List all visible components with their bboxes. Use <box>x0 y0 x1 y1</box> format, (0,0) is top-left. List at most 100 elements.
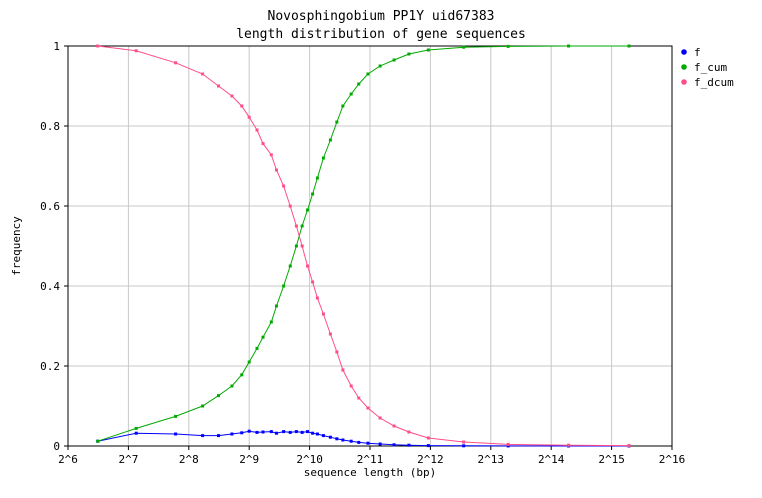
data-point-f <box>366 441 370 445</box>
data-point-f-dcum <box>217 84 221 88</box>
x-axis-label: sequence length (bp) <box>304 466 436 479</box>
grid-lines <box>68 46 672 446</box>
data-point-f-dcum <box>240 104 244 108</box>
legend-item-f-dcum: f_dcum <box>681 76 734 89</box>
data-point-f-cum <box>201 404 205 408</box>
data-point-f-cum <box>567 44 571 48</box>
data-point-f <box>247 429 251 433</box>
data-point-f <box>426 444 430 448</box>
y-tick-label: 0.4 <box>40 280 60 293</box>
data-point-f <box>407 443 411 447</box>
data-point-f <box>306 430 310 434</box>
x-tick-label: 2^16 <box>659 453 686 466</box>
data-point-f-dcum <box>96 44 100 48</box>
data-point-f-cum <box>335 120 339 124</box>
data-point-f-dcum <box>255 128 259 132</box>
legend-marker-f-cum <box>681 64 687 70</box>
data-point-f-dcum <box>627 444 631 448</box>
y-tick-label: 0 <box>53 440 60 453</box>
data-point-f-dcum <box>282 184 286 188</box>
data-point-f-cum <box>288 264 292 268</box>
x-tick-label: 2^14 <box>538 453 565 466</box>
data-point-f-cum <box>274 304 278 308</box>
data-point-f <box>288 430 292 434</box>
data-point-f-dcum <box>201 72 205 76</box>
data-point-f-dcum <box>294 224 298 228</box>
data-point-f-cum <box>294 244 298 248</box>
data-point-f-cum <box>96 439 100 443</box>
data-point-f <box>506 444 510 448</box>
data-point-f-dcum <box>311 280 315 284</box>
data-point-f <box>357 440 361 444</box>
data-point-f-dcum <box>300 244 304 248</box>
data-point-f <box>392 443 396 447</box>
data-point-f-cum <box>315 176 319 180</box>
data-point-f <box>282 430 286 434</box>
data-point-f-dcum <box>335 350 339 354</box>
x-tick-label: 2^11 <box>357 453 384 466</box>
data-point-f-cum <box>230 384 234 388</box>
data-point-f <box>174 432 178 436</box>
data-point-f-dcum <box>341 368 345 372</box>
x-tick-label: 2^10 <box>296 453 323 466</box>
data-point-f-cum <box>300 224 304 228</box>
y-tick-label: 0.6 <box>40 200 60 213</box>
data-point-f-dcum <box>134 49 138 53</box>
data-point-f-cum <box>311 192 315 196</box>
data-point-f-cum <box>282 284 286 288</box>
chart-subtitle: length distribution of gene sequences <box>236 27 526 42</box>
data-point-f-dcum <box>378 416 382 420</box>
data-point-f-dcum <box>230 94 234 98</box>
data-point-f <box>255 430 259 434</box>
y-axis-label: frequency <box>10 216 23 276</box>
legend: f f_cum f_dcum <box>681 46 734 89</box>
data-point-f-dcum <box>174 61 178 65</box>
data-point-f-cum <box>321 156 325 160</box>
x-tick-label: 2^7 <box>118 453 138 466</box>
data-point-f <box>341 438 345 442</box>
series-f <box>96 429 631 448</box>
x-tick-label: 2^6 <box>58 453 78 466</box>
data-point-f-cum <box>134 426 138 430</box>
series-f-dcum <box>96 44 631 448</box>
data-point-f <box>462 444 466 448</box>
data-point-f-dcum <box>261 142 265 146</box>
data-point-f-cum <box>357 82 361 86</box>
data-point-f-cum <box>240 373 244 377</box>
data-point-f-dcum <box>506 442 510 446</box>
data-point-f <box>335 437 339 441</box>
data-point-f <box>240 431 244 435</box>
data-point-f-dcum <box>274 168 278 172</box>
x-tick-label: 2^13 <box>478 453 505 466</box>
data-point-f <box>321 434 325 438</box>
data-point-f-dcum <box>247 115 251 119</box>
data-point-f-cum <box>392 58 396 62</box>
y-tick-label: 0.2 <box>40 360 60 373</box>
y-tick-label: 0.8 <box>40 120 60 133</box>
data-point-f <box>300 430 304 434</box>
data-point-f <box>230 432 234 436</box>
series-f-cum <box>96 44 631 443</box>
data-point-f <box>134 431 138 435</box>
data-point-f-cum <box>426 48 430 52</box>
legend-item-f: f <box>681 46 701 59</box>
data-point-f-dcum <box>328 332 332 336</box>
data-point-f <box>328 435 332 439</box>
data-point-f <box>201 434 205 438</box>
data-point-f-dcum <box>567 443 571 447</box>
legend-label-f-dcum: f_dcum <box>694 76 734 89</box>
data-point-f-dcum <box>306 264 310 268</box>
series-line-f-cum <box>97 45 629 442</box>
legend-label-f-cum: f_cum <box>694 61 727 74</box>
y-axis: 0 0.2 0.4 0.6 0.8 1 <box>40 40 68 453</box>
data-point-f-dcum <box>426 436 430 440</box>
legend-item-f-cum: f_cum <box>681 61 727 74</box>
data-point-f-cum <box>306 208 310 212</box>
data-point-f-cum <box>217 394 221 398</box>
data-point-f-cum <box>261 335 265 339</box>
data-point-f-cum <box>627 44 631 48</box>
data-point-f <box>349 439 353 443</box>
data-point-f-cum <box>378 64 382 68</box>
data-point-f <box>261 430 265 434</box>
